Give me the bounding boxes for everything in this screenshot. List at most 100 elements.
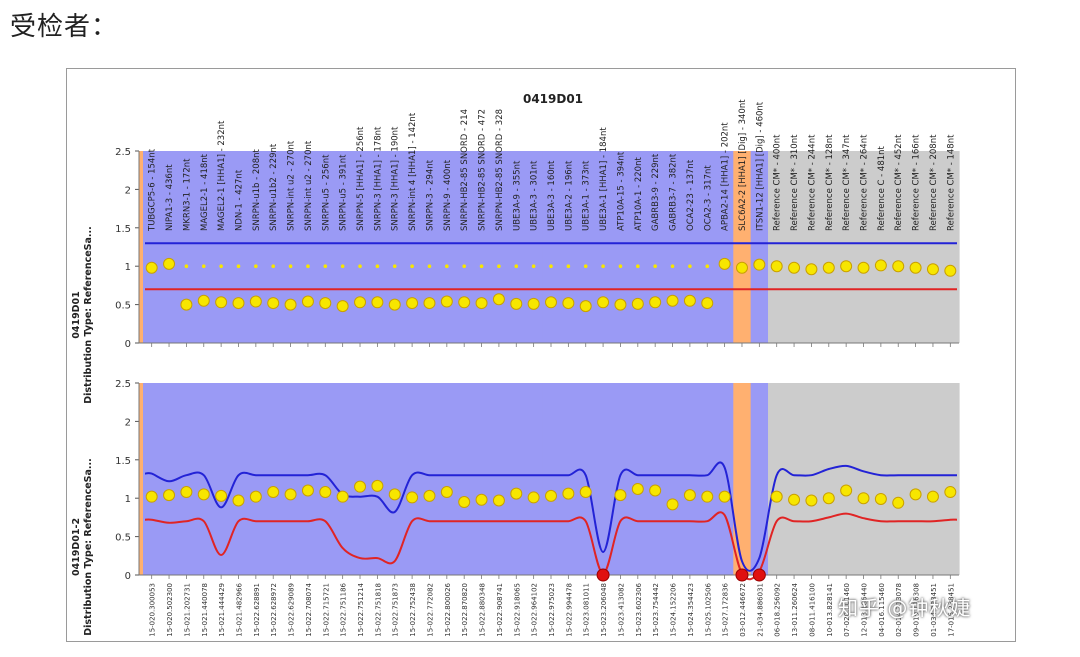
region-probe <box>229 383 248 575</box>
region-probe <box>577 151 596 343</box>
position-label: 15-022.975023 <box>548 583 556 637</box>
data-point <box>944 264 957 277</box>
reference-dot <box>653 264 657 268</box>
region-probe <box>264 151 283 343</box>
region-probe <box>212 383 231 575</box>
region-probe <box>681 383 700 575</box>
reference-dot <box>427 264 432 268</box>
position-label: 04-016.115460 <box>878 583 886 637</box>
data-point <box>527 297 540 310</box>
data-point <box>840 484 853 497</box>
data-point <box>527 491 540 504</box>
region-probe <box>333 383 352 575</box>
reference-dot <box>462 264 466 268</box>
position-label: 15-021.482966 <box>236 582 244 636</box>
data-point <box>822 261 835 274</box>
data-point <box>718 257 731 270</box>
probe-label: SNRPN-3 - 294nt <box>426 159 436 231</box>
probe-label: SNRPN-u1b - 208nt <box>252 149 262 231</box>
region-probe <box>386 151 405 343</box>
data-point <box>388 488 401 501</box>
data-point <box>926 263 939 276</box>
data-point <box>788 261 801 274</box>
y-tick-label: 1 <box>125 262 131 273</box>
data-point <box>545 489 557 502</box>
data-point <box>354 296 367 309</box>
probe-label: NDN-1 - 427nt <box>235 169 245 231</box>
probe-label: SNRPN-u5 - 391nt <box>339 154 349 231</box>
region-reference <box>924 151 943 343</box>
region-probe <box>195 151 214 343</box>
region-probe <box>281 383 300 575</box>
data-point <box>232 297 245 310</box>
region-probe <box>177 383 196 575</box>
region-probe <box>403 383 422 575</box>
region-reference <box>802 383 821 575</box>
data-point <box>301 484 314 497</box>
position-label: 15-022.772082 <box>427 583 435 637</box>
probe-label: Reference CM* - 400nt <box>773 134 783 231</box>
probe-label: OCA2-23 - 137nt <box>686 159 696 231</box>
probe-label: ATP10A-15 - 394nt <box>616 151 626 231</box>
data-point <box>857 261 870 274</box>
data-point <box>440 295 453 308</box>
probe-label: MAGEL2-1 - 418nt <box>200 153 210 231</box>
deleted-point <box>596 568 610 582</box>
position-label: 15-027.172836 <box>722 582 730 636</box>
reference-dot <box>445 264 449 268</box>
region-probe <box>542 383 561 575</box>
panel1-ylabel-sample: 0419D01 <box>71 291 82 339</box>
y-tick-label: 2.5 <box>115 379 131 390</box>
region-probe <box>629 151 648 343</box>
region-reference <box>889 151 908 343</box>
position-label: 15-022.964102 <box>531 583 539 637</box>
data-point <box>423 489 436 502</box>
probe-label: SLC6A2-2 [HHA1] [Dig] - 340nt <box>738 99 748 231</box>
reference-dot <box>566 264 571 268</box>
data-point <box>649 484 662 497</box>
probe-label: UBE3A-2 - 196nt <box>564 160 574 231</box>
data-point <box>145 490 158 503</box>
reference-dot <box>340 264 345 268</box>
watermark: 知乎 @钟秋婕 <box>838 596 972 620</box>
data-point <box>701 490 714 503</box>
position-label: 15-022.908741 <box>496 583 504 637</box>
data-point <box>770 260 783 273</box>
data-point <box>649 296 662 309</box>
region-probe <box>750 383 769 575</box>
region-probe <box>143 383 161 575</box>
region-probe <box>143 151 161 343</box>
data-point <box>423 297 436 310</box>
data-point <box>319 486 332 499</box>
region-probe <box>351 383 370 575</box>
data-point <box>614 489 627 502</box>
probe-label: UBE3A-9 - 355nt <box>512 160 522 231</box>
y-tick-label: 1 <box>125 494 131 505</box>
data-point <box>163 257 176 270</box>
probe-label: SNRPN-HB2-85 SNORD - 328 <box>495 109 505 231</box>
data-point <box>631 297 644 310</box>
position-label: 13-011.260624 <box>791 582 799 636</box>
region-probe <box>507 383 526 575</box>
region-reference <box>768 151 786 343</box>
position-label: 15-023.602306 <box>635 582 643 636</box>
region-probe <box>333 151 352 343</box>
data-point <box>822 492 835 505</box>
region-probe <box>750 151 769 343</box>
probe-label: Reference CM* - 452nt <box>894 134 904 231</box>
position-label: 15-022.870820 <box>461 583 469 637</box>
reference-dot <box>288 264 293 268</box>
probe-label: SNRPN-int u2 - 270nt <box>304 140 314 231</box>
position-label: 15-022.994478 <box>565 583 573 637</box>
probe-label: GABRB3-7 - 382nt <box>669 153 679 231</box>
data-point <box>805 494 818 507</box>
reference-dot <box>410 264 414 268</box>
region-probe <box>438 151 457 343</box>
position-label: 02-014.213078 <box>895 583 903 637</box>
left-edge-strip <box>139 151 143 343</box>
y-tick-label: 0.5 <box>115 301 131 312</box>
region-reference <box>872 151 891 343</box>
position-label: 15-023.413082 <box>617 583 625 637</box>
region-probe <box>386 383 405 575</box>
data-point <box>666 498 679 511</box>
